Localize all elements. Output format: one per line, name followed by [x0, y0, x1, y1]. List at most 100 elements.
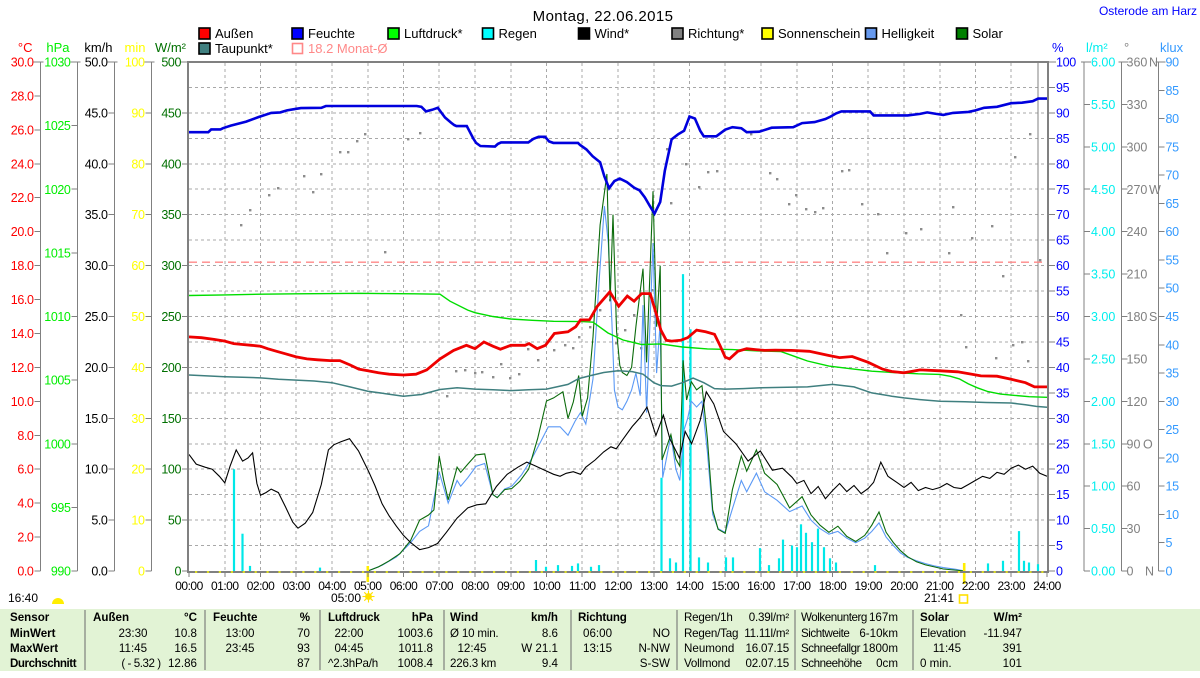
svg-text:Richtung: Richtung [578, 611, 627, 624]
svg-text:40: 40 [1056, 361, 1070, 375]
svg-text:NO: NO [653, 627, 670, 640]
svg-text:65: 65 [1056, 234, 1070, 248]
svg-text:8.0: 8.0 [17, 429, 34, 443]
svg-text:23:45: 23:45 [225, 642, 254, 655]
svg-text:Solar: Solar [920, 611, 949, 624]
svg-text:21:00: 21:00 [926, 579, 954, 593]
svg-text:Taupunkt*: Taupunkt* [215, 41, 273, 56]
svg-text:Luftdruck*: Luftdruck* [404, 26, 463, 41]
svg-text:50: 50 [1056, 310, 1070, 324]
svg-text:0.50: 0.50 [1091, 522, 1115, 536]
svg-text:13:00: 13:00 [640, 579, 668, 593]
svg-text:150: 150 [1127, 352, 1148, 366]
svg-text:Sensor: Sensor [10, 611, 50, 624]
svg-text:Regen/1h: Regen/1h [684, 611, 733, 624]
svg-text:0.0: 0.0 [91, 565, 108, 579]
svg-text:03:00: 03:00 [282, 579, 310, 593]
svg-text:990: 990 [51, 565, 71, 579]
svg-text:70: 70 [1166, 169, 1180, 183]
svg-text:55: 55 [1166, 253, 1180, 267]
svg-text:06:00: 06:00 [390, 579, 418, 593]
svg-text:6-10km: 6-10km [859, 627, 898, 640]
svg-text:10.0: 10.0 [11, 395, 34, 409]
svg-text:O: O [1143, 437, 1153, 451]
svg-text:90: 90 [131, 106, 145, 120]
svg-text:04:00: 04:00 [318, 579, 346, 593]
svg-text:250: 250 [161, 310, 181, 324]
svg-text:150: 150 [161, 412, 181, 426]
svg-text:2.0: 2.0 [17, 531, 34, 545]
svg-text:21:41: 21:41 [924, 591, 954, 605]
svg-text:60: 60 [1166, 225, 1180, 239]
svg-text:Ø 10 min.: Ø 10 min. [450, 627, 498, 640]
svg-text:l/m²: l/m² [1086, 40, 1108, 55]
svg-text:16:00: 16:00 [747, 579, 775, 593]
svg-text:12.0: 12.0 [11, 361, 34, 375]
svg-text:40: 40 [131, 361, 145, 375]
svg-text:400: 400 [161, 157, 181, 171]
svg-text:2.00: 2.00 [1091, 395, 1115, 409]
svg-text:14.0: 14.0 [11, 327, 34, 341]
svg-text:70: 70 [131, 208, 145, 222]
svg-text:270: 270 [1127, 183, 1148, 197]
svg-text:20: 20 [1056, 463, 1070, 477]
svg-text:W/m²: W/m² [994, 611, 1022, 624]
svg-text:22.0: 22.0 [11, 191, 34, 205]
svg-text:22:00: 22:00 [962, 579, 990, 593]
svg-text:200: 200 [161, 361, 181, 375]
svg-text:30.0: 30.0 [11, 56, 34, 70]
svg-text:4.00: 4.00 [1091, 225, 1115, 239]
svg-text:28.0: 28.0 [11, 89, 34, 103]
svg-text:70: 70 [1056, 208, 1070, 222]
svg-text:W: W [1149, 183, 1161, 197]
svg-text:16:40: 16:40 [8, 591, 38, 605]
svg-text:167m: 167m [869, 611, 898, 624]
svg-text:20:00: 20:00 [890, 579, 918, 593]
svg-text:14:00: 14:00 [676, 579, 704, 593]
svg-text:12:00: 12:00 [604, 579, 632, 593]
svg-text:Sonnenschein: Sonnenschein [778, 26, 860, 41]
svg-text:1.50: 1.50 [1091, 437, 1115, 451]
svg-text:101: 101 [1003, 657, 1022, 670]
svg-text:23:30: 23:30 [118, 627, 147, 640]
svg-text:16.07.15: 16.07.15 [745, 642, 789, 655]
svg-text:00:00: 00:00 [175, 579, 203, 593]
svg-text:Außen: Außen [215, 26, 253, 41]
svg-text:Neumond: Neumond [684, 642, 734, 655]
svg-text:10: 10 [1166, 508, 1180, 522]
svg-text:km/h: km/h [84, 40, 112, 55]
svg-text:5.0: 5.0 [91, 514, 108, 528]
svg-text:45: 45 [1056, 335, 1070, 349]
svg-text:10.8: 10.8 [174, 627, 197, 640]
svg-text:N: N [1145, 565, 1154, 579]
svg-text:30.0: 30.0 [85, 259, 108, 273]
svg-text:45: 45 [1166, 310, 1180, 324]
svg-text:4.0: 4.0 [17, 497, 34, 511]
svg-text:15: 15 [1056, 488, 1070, 502]
svg-text:0: 0 [1056, 565, 1063, 579]
svg-text:3.50: 3.50 [1091, 268, 1115, 282]
svg-text:15: 15 [1166, 480, 1180, 494]
svg-text:W 21.1: W 21.1 [521, 642, 558, 655]
svg-text:Schneefallgr: Schneefallgr [801, 642, 861, 655]
svg-text:24:00: 24:00 [1033, 579, 1061, 593]
svg-text:Osterode am Harz: Osterode am Harz [1099, 4, 1197, 18]
svg-text:120: 120 [1127, 395, 1148, 409]
svg-text:MaxWert: MaxWert [10, 642, 58, 655]
svg-text:3.00: 3.00 [1091, 310, 1115, 324]
svg-text:18.0: 18.0 [11, 259, 34, 273]
svg-text:15.0: 15.0 [85, 412, 108, 426]
svg-text:Feuchte: Feuchte [308, 26, 355, 41]
svg-text:0.39l/m²: 0.39l/m² [749, 611, 790, 624]
svg-text:02:00: 02:00 [247, 579, 275, 593]
svg-text:45.0: 45.0 [85, 106, 108, 120]
svg-text:01:00: 01:00 [211, 579, 239, 593]
svg-text:1003.6: 1003.6 [398, 627, 433, 640]
svg-text:hPa: hPa [46, 40, 70, 55]
svg-text:8.6: 8.6 [542, 627, 558, 640]
svg-text:Solar: Solar [973, 26, 1004, 41]
svg-text:180: 180 [1127, 310, 1148, 324]
svg-text:90: 90 [1166, 56, 1180, 70]
svg-text:°C: °C [184, 611, 198, 624]
svg-text:300: 300 [161, 259, 181, 273]
